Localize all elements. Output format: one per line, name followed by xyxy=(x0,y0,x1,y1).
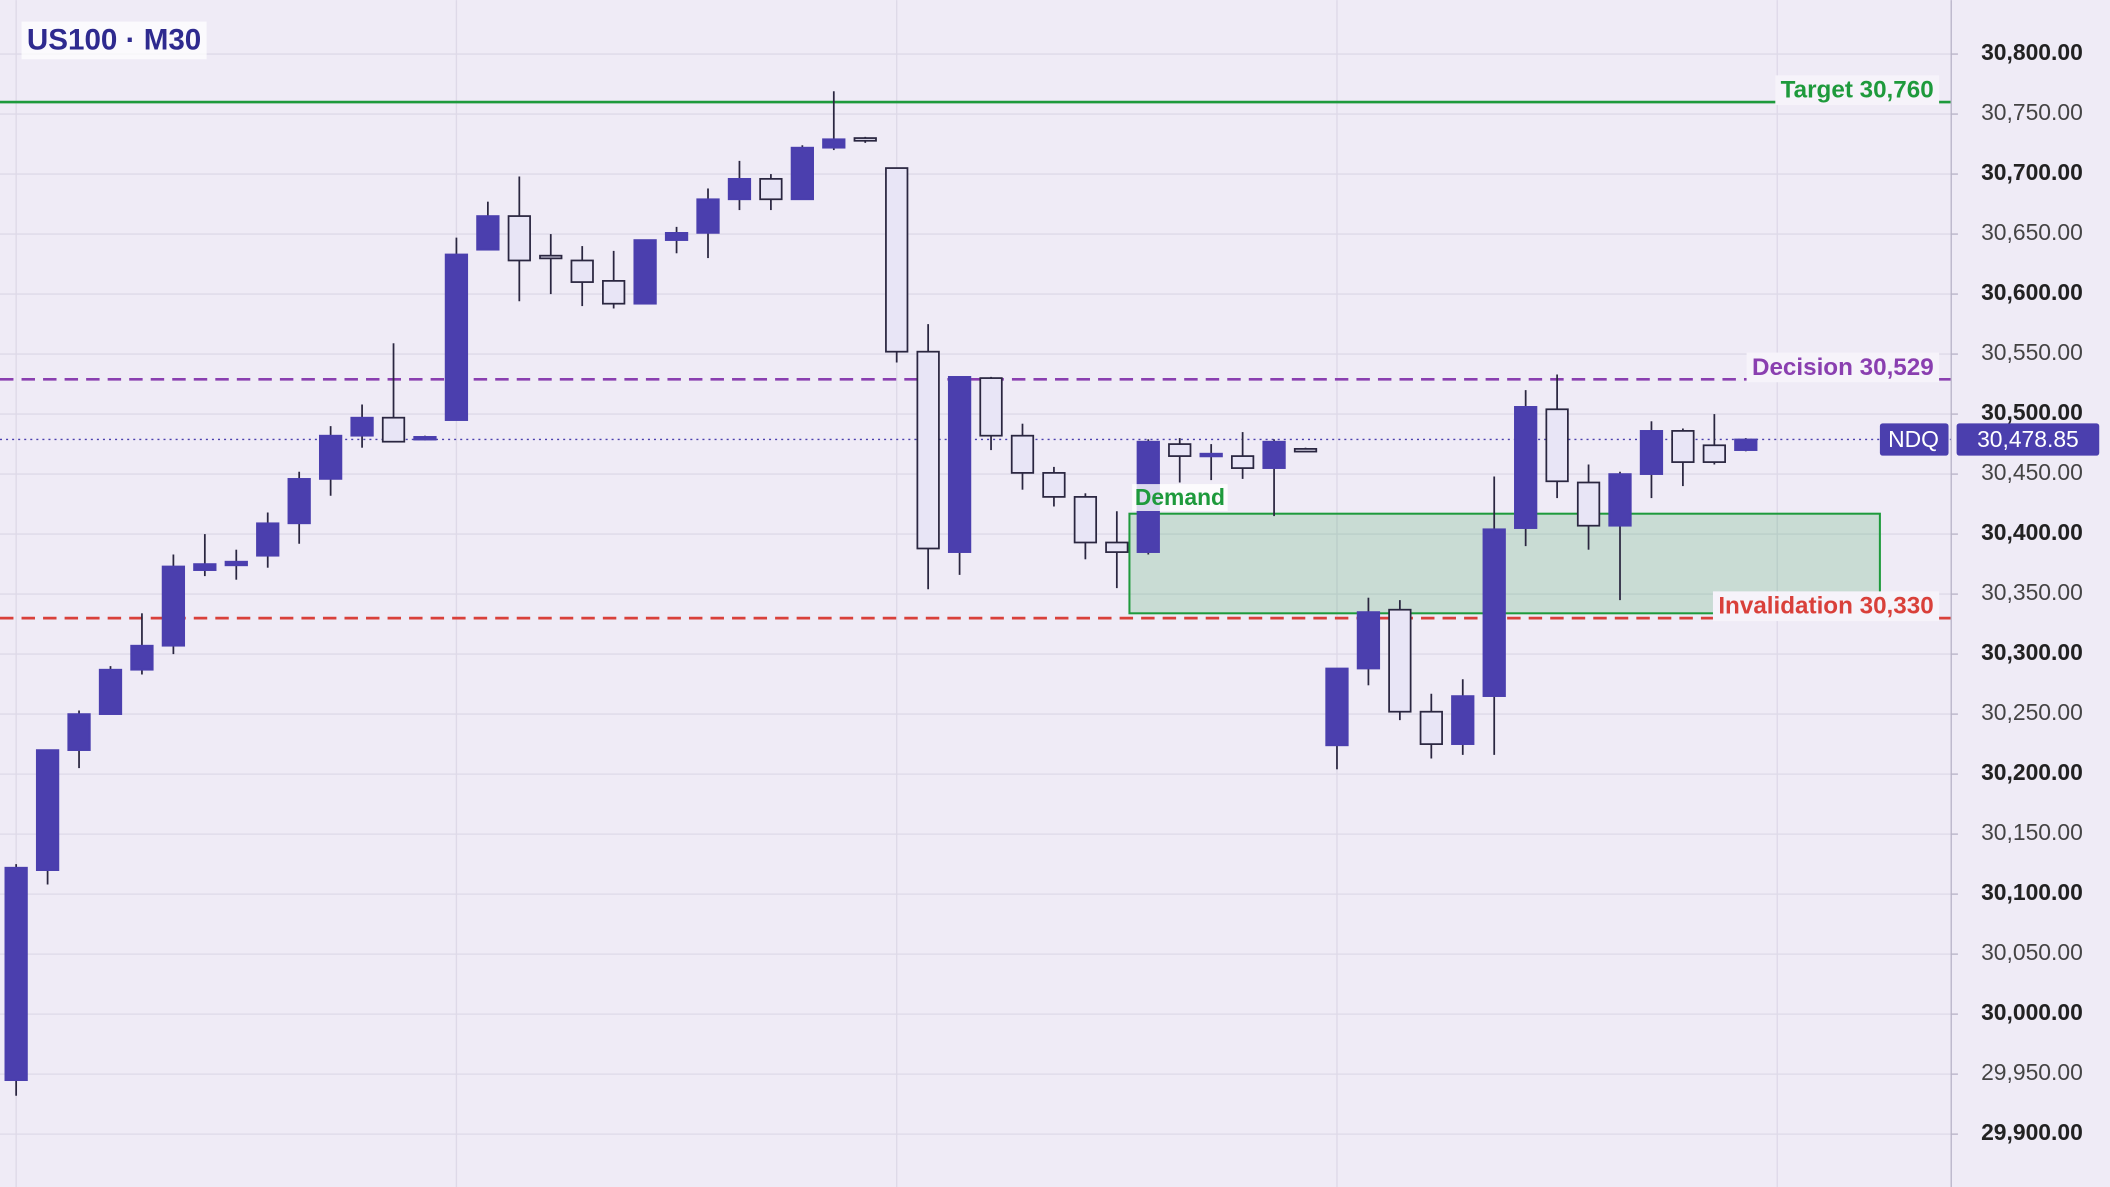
up-body xyxy=(318,434,343,480)
up-body xyxy=(256,522,280,557)
up-body xyxy=(193,563,217,571)
up-body xyxy=(633,239,657,305)
price-box xyxy=(1956,423,2100,456)
level-label-background xyxy=(1775,75,1940,106)
y-tick-label: 30,750.00 xyxy=(1981,99,2083,125)
down-body xyxy=(1010,434,1035,474)
down-body xyxy=(1576,481,1601,527)
y-tick-label: 30,300.00 xyxy=(1981,639,2083,665)
level-label: Target 30,760 xyxy=(1781,77,1934,104)
up-body xyxy=(664,232,689,241)
up-body xyxy=(727,177,752,201)
up-body xyxy=(476,215,500,251)
down-body xyxy=(885,167,909,353)
up-body xyxy=(413,436,437,441)
y-tick-label: 30,250.00 xyxy=(1981,699,2083,725)
level-label: Decision 30,529 xyxy=(1752,354,1934,381)
y-tick-label: 30,350.00 xyxy=(1981,579,2083,605)
up-body xyxy=(822,138,846,149)
y-tick-label: 30,550.00 xyxy=(1981,339,2083,365)
up-body xyxy=(224,560,248,567)
level-label: Invalidation 30,330 xyxy=(1718,593,1933,620)
up-body xyxy=(161,565,186,647)
y-tick-label: 30,650.00 xyxy=(1981,219,2083,245)
down-body xyxy=(507,215,531,262)
down-body xyxy=(1230,455,1255,469)
down-body xyxy=(1388,608,1412,713)
down-body xyxy=(1168,443,1192,457)
up-body xyxy=(35,749,60,871)
down-body xyxy=(1042,472,1066,498)
y-tick-label: 30,800.00 xyxy=(1981,39,2083,65)
price-label: 30,478.85 xyxy=(1977,426,2079,452)
up-body xyxy=(1356,611,1381,670)
y-tick-label: 30,200.00 xyxy=(1981,759,2083,785)
candle-layer xyxy=(4,91,1758,1096)
chart-title: US100 · M30 xyxy=(27,24,201,57)
up-body xyxy=(1451,695,1475,745)
up-body xyxy=(1514,406,1538,529)
up-body xyxy=(696,198,720,234)
down-body xyxy=(853,137,877,142)
y-tick-label: 30,700.00 xyxy=(1981,159,2083,185)
level-layer xyxy=(0,100,1952,620)
level-label-background xyxy=(1746,352,1940,383)
down-body xyxy=(916,350,940,550)
down-body xyxy=(1105,541,1129,553)
up-body xyxy=(350,416,374,437)
down-body xyxy=(979,377,1003,437)
up-body xyxy=(444,253,469,421)
up-body xyxy=(1199,452,1223,458)
up-body xyxy=(1262,440,1286,469)
y-tick-label: 30,050.00 xyxy=(1981,939,2083,965)
y-tick-label: 29,900.00 xyxy=(1981,1119,2083,1145)
up-body xyxy=(67,713,91,751)
up-body xyxy=(790,146,814,201)
down-body xyxy=(1293,448,1318,453)
down-body xyxy=(539,254,563,260)
title-background xyxy=(21,21,207,60)
y-axis: 29,900.00 29,950.00 30,000.00 30,050.00 30,1… xyxy=(1951,39,2083,1145)
down-body xyxy=(602,280,626,305)
up-body xyxy=(1734,438,1758,451)
up-body xyxy=(1325,667,1349,747)
down-body xyxy=(570,259,594,283)
symbol-label: NDQ xyxy=(1888,426,1939,452)
symbol-box xyxy=(1879,423,1949,456)
up-body xyxy=(947,376,972,553)
up-body xyxy=(4,866,28,1082)
down-body xyxy=(1702,444,1726,463)
y-tick-label: 29,950.00 xyxy=(1981,1059,2083,1085)
y-tick-label: 30,450.00 xyxy=(1981,459,2083,485)
up-body xyxy=(130,644,154,671)
up-body xyxy=(1639,430,1664,475)
up-body xyxy=(1482,528,1506,697)
down-body xyxy=(1419,710,1443,745)
y-tick-label: 30,100.00 xyxy=(1981,879,2083,905)
down-body xyxy=(1073,496,1098,544)
label-layer: Demand Target 30,760 Decision 30,529 Invali… xyxy=(1132,75,2100,622)
y-tick-label: 30,150.00 xyxy=(1981,819,2083,845)
up-body xyxy=(1608,473,1632,527)
down-body xyxy=(759,177,783,201)
down-body xyxy=(1671,430,1695,463)
up-body xyxy=(98,668,123,715)
y-tick-label: 30,400.00 xyxy=(1981,519,2083,545)
up-body xyxy=(287,478,311,525)
y-tick-label: 30,600.00 xyxy=(1981,279,2083,305)
zone-label: Demand xyxy=(1135,484,1225,510)
y-tick-label: 30,000.00 xyxy=(1981,999,2083,1025)
zone-label-background xyxy=(1132,484,1228,512)
down-body xyxy=(381,416,406,443)
y-tick-label: 30,500.00 xyxy=(1981,399,2083,425)
down-body xyxy=(1545,408,1569,483)
level-label-background xyxy=(1712,591,1940,622)
